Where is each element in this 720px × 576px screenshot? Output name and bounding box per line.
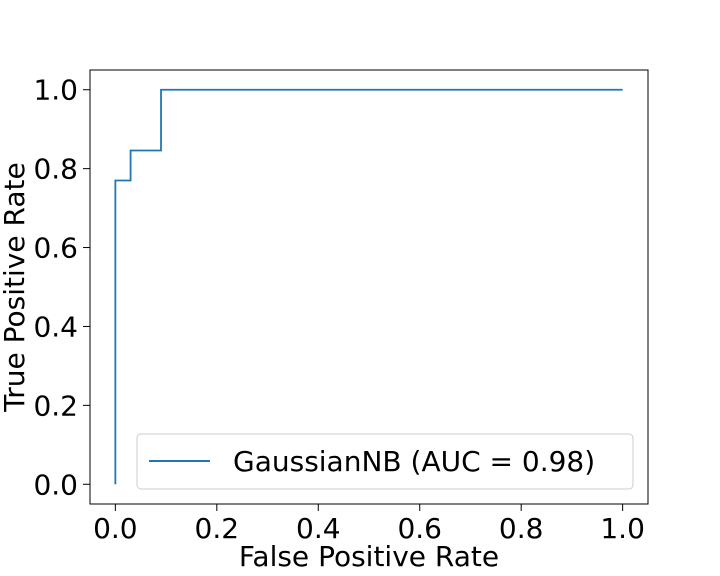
y-tick-label: 0.6 (33, 232, 78, 265)
x-tick-label: 0.4 (296, 512, 341, 545)
x-axis: 0.0 0.2 0.4 0.6 0.8 1.0 (93, 504, 645, 545)
y-axis: 0.0 0.2 0.4 0.6 0.8 1.0 (33, 74, 90, 501)
roc-curve-line (114, 88, 623, 485)
x-tick-label: 0.0 (93, 512, 138, 545)
y-tick-label: 0.4 (33, 310, 78, 343)
series-layer (114, 88, 623, 485)
x-tick-label: 0.8 (499, 512, 544, 545)
legend: GaussianNB (AUC = 0.98) (136, 433, 634, 490)
x-tick-label: 1.0 (600, 512, 645, 545)
y-tick-label: 0.8 (33, 153, 78, 186)
x-tick-label: 0.6 (397, 512, 442, 545)
y-tick-label: 1.0 (33, 74, 78, 107)
legend-label: GaussianNB (AUC = 0.98) (233, 445, 595, 478)
x-axis-title: False Positive Rate (239, 540, 499, 573)
x-tick-label: 0.2 (195, 512, 240, 545)
legend-box (136, 433, 634, 490)
y-axis-title: True Positive Rate (0, 162, 31, 412)
plot-frame (89, 69, 649, 505)
y-tick-label: 0.0 (33, 468, 78, 501)
y-tick-label: 0.2 (33, 389, 78, 422)
